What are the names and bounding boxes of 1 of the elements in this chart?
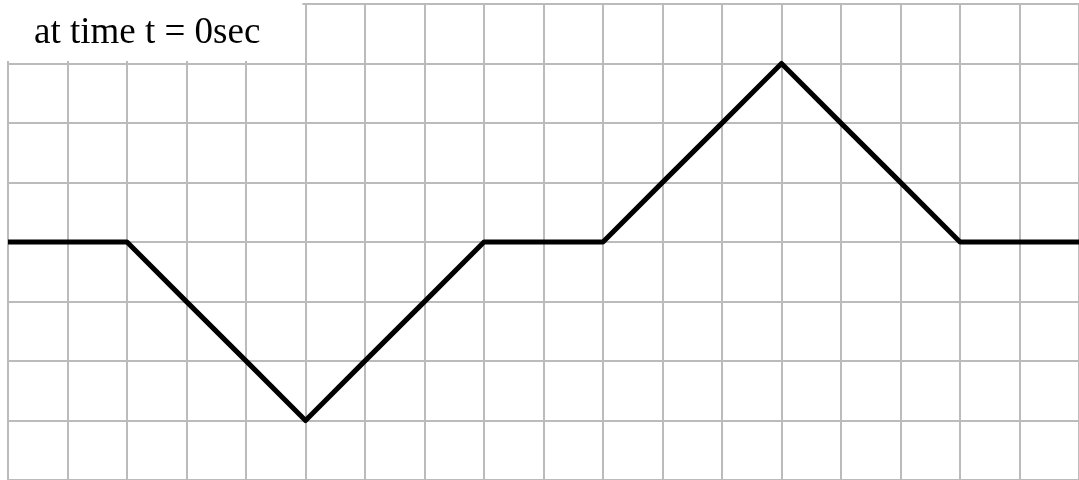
chart-title: at time t = 0sec [34, 10, 261, 51]
